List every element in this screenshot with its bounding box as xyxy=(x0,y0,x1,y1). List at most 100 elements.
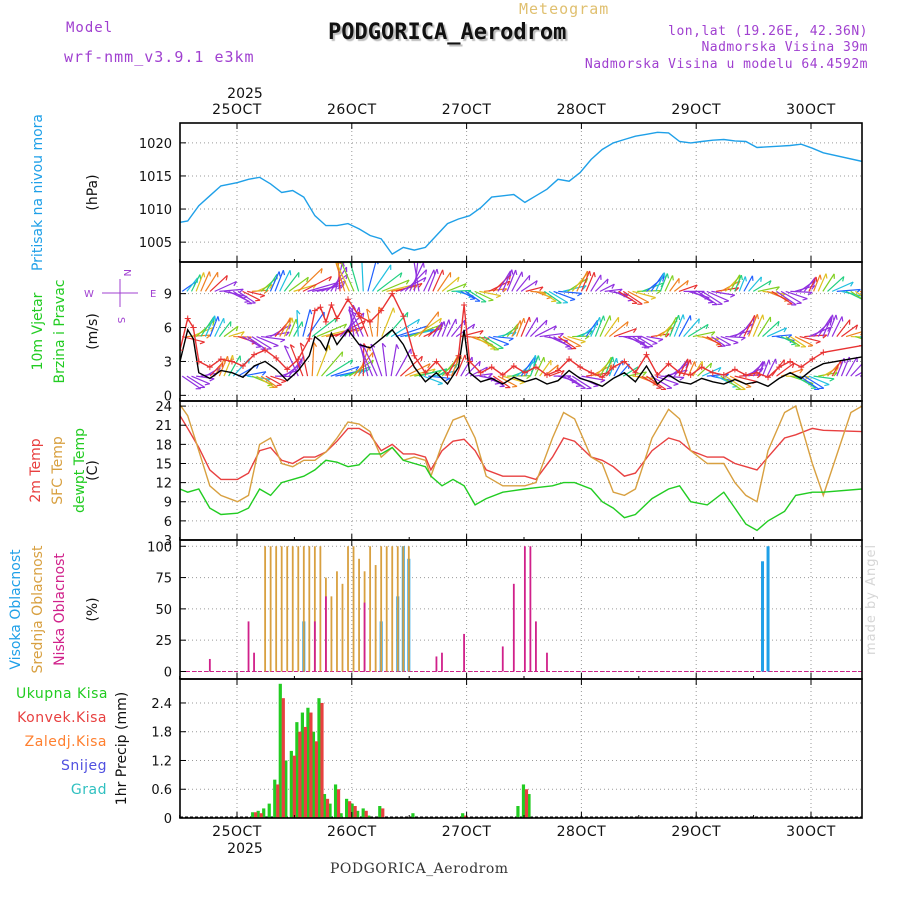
bar-srednja-oblacnost xyxy=(319,546,322,672)
bar-ukupna-kisa xyxy=(333,784,338,818)
wind-barb-head xyxy=(643,301,649,304)
gust-marker xyxy=(665,360,672,367)
bar-konvek-kisa xyxy=(254,812,258,818)
wind-barb xyxy=(627,371,647,377)
gust-marker xyxy=(742,372,749,379)
wind-barb xyxy=(520,280,538,292)
wind-barb xyxy=(641,282,665,292)
gust-marker xyxy=(217,356,224,363)
wind-barb-head xyxy=(777,321,780,327)
wind-barb-head xyxy=(756,374,762,379)
gust-marker xyxy=(356,313,363,320)
bar-srednja-oblacnost xyxy=(275,546,278,672)
bar-ukupna-kisa xyxy=(273,779,277,818)
bottom-axis-tick-label: 28OCT xyxy=(557,824,607,840)
y-tick-label: 0 xyxy=(164,812,172,827)
wind-barb-head xyxy=(259,295,265,298)
gust-marker xyxy=(333,315,340,322)
gust-marker xyxy=(422,369,429,376)
wind-barb-head xyxy=(261,371,267,376)
wind-barb xyxy=(855,290,862,297)
wind-barb xyxy=(757,286,780,292)
wind-barb-head xyxy=(445,377,451,382)
wind-barb-head xyxy=(602,315,606,321)
wind-barb xyxy=(752,314,764,337)
wind-barb-head xyxy=(534,280,538,286)
bar-srednja-oblacnost xyxy=(358,558,360,672)
wind-barb xyxy=(604,288,623,292)
wind-barb-head xyxy=(442,269,445,275)
legend-label-precip: Grad xyxy=(71,782,107,798)
wind-barb-head xyxy=(588,270,592,276)
wind-barb xyxy=(553,290,576,300)
wind-barb-head xyxy=(537,355,541,361)
bar-ukupna-kisa xyxy=(306,707,310,818)
bar-konvek-kisa xyxy=(309,712,313,818)
wind-barb-head xyxy=(313,342,318,348)
wind-barb-head xyxy=(405,279,410,285)
top-axis-tick-label: 30OCT xyxy=(786,102,836,118)
bar-niska-oblacnost xyxy=(535,621,537,672)
frame-layer xyxy=(179,122,863,819)
wind-barb xyxy=(748,314,758,337)
bar-ukupna-kisa xyxy=(278,683,282,818)
y-tick-label: 25 xyxy=(155,634,172,649)
bar-srednja-oblacnost xyxy=(385,546,388,672)
wind-barb xyxy=(534,325,557,338)
wind-barb-head xyxy=(392,307,396,313)
wind-barb-head xyxy=(584,335,590,340)
wind-barb xyxy=(817,273,827,292)
y-tick-label: 18 xyxy=(155,438,172,453)
wind-barb xyxy=(256,375,275,388)
panel-ylabel-wind: (m/s) xyxy=(85,313,101,350)
panel-side-label-clouds: Srednja Oblacnost xyxy=(30,545,46,673)
bar-srednja-oblacnost xyxy=(369,546,372,672)
wind-barb xyxy=(641,336,658,344)
wind-barb-head xyxy=(545,320,548,326)
wind-barb xyxy=(599,315,611,337)
wind-barb-head xyxy=(802,298,808,301)
bar-ukupna-kisa xyxy=(521,784,526,818)
wind-barb-head xyxy=(418,283,423,288)
gust-marker xyxy=(184,315,191,322)
wind-barb xyxy=(734,375,758,383)
wind-barb-head xyxy=(694,361,697,367)
wind-barb-head xyxy=(235,326,239,332)
wind-barb xyxy=(604,316,620,337)
gust-marker xyxy=(240,362,247,369)
bar-niska-oblacnost xyxy=(463,633,465,672)
wind-barb-head xyxy=(208,271,211,277)
wind-barb xyxy=(311,342,315,377)
gust-marker xyxy=(820,349,827,356)
series-line-sfc-temp xyxy=(180,404,862,503)
wind-barb-head xyxy=(343,323,348,329)
gust-marker xyxy=(306,335,313,342)
gust-marker xyxy=(411,352,418,359)
wind-barb-head xyxy=(822,334,828,339)
compass-n-label: N xyxy=(121,269,132,276)
wind-barb xyxy=(859,375,862,377)
compass-e-label: E xyxy=(150,289,156,300)
wind-barb-head xyxy=(495,295,501,299)
wind-barb-head xyxy=(585,278,589,284)
legend-label-precip: Zaledj.Kisa xyxy=(25,734,107,750)
wind-barb-head xyxy=(759,367,764,373)
wind-barb-head xyxy=(843,358,846,364)
meteogram-label: Meteogram xyxy=(519,0,610,18)
wind-barb xyxy=(386,284,414,292)
series-line-2m-temp xyxy=(180,415,862,481)
wind-barb-head xyxy=(825,273,828,279)
wind-barb xyxy=(293,283,317,292)
wind-barb xyxy=(855,336,862,340)
bar-konvek-kisa xyxy=(314,741,319,818)
wind-barb xyxy=(464,360,481,377)
wind-barb-head xyxy=(663,272,666,278)
gust-marker xyxy=(477,369,484,376)
wind-barb xyxy=(534,356,545,377)
wind-barb-head xyxy=(355,329,360,334)
wind-barb xyxy=(181,375,202,390)
wind-barb-head xyxy=(358,307,361,313)
gust-marker xyxy=(455,352,462,359)
wind-barb xyxy=(492,274,511,292)
bar-ukupna-kisa xyxy=(311,731,316,818)
